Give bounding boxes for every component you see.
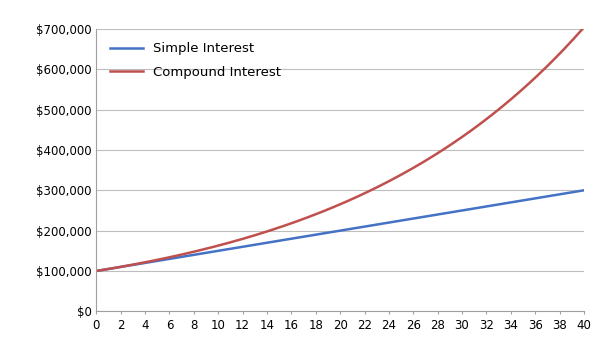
Simple Interest	[356, 225, 364, 230]
Compound Interest	[327, 206, 335, 210]
Simple Interest	[327, 230, 335, 234]
Compound Interest	[492, 109, 500, 114]
Simple Interest	[569, 190, 576, 194]
Compound Interest	[569, 38, 576, 43]
Compound Interest	[580, 25, 588, 30]
Line: Compound Interest: Compound Interest	[96, 28, 584, 271]
Simple Interest	[324, 231, 332, 235]
Compound Interest	[383, 180, 390, 185]
Simple Interest	[383, 221, 390, 225]
Simple Interest	[580, 188, 588, 193]
Compound Interest	[324, 207, 332, 211]
Line: Simple Interest: Simple Interest	[96, 190, 584, 271]
Simple Interest	[492, 203, 500, 207]
Legend: Simple Interest, Compound Interest: Simple Interest, Compound Interest	[103, 35, 288, 85]
Compound Interest	[93, 269, 100, 273]
Simple Interest	[93, 269, 100, 273]
Compound Interest	[356, 193, 364, 198]
